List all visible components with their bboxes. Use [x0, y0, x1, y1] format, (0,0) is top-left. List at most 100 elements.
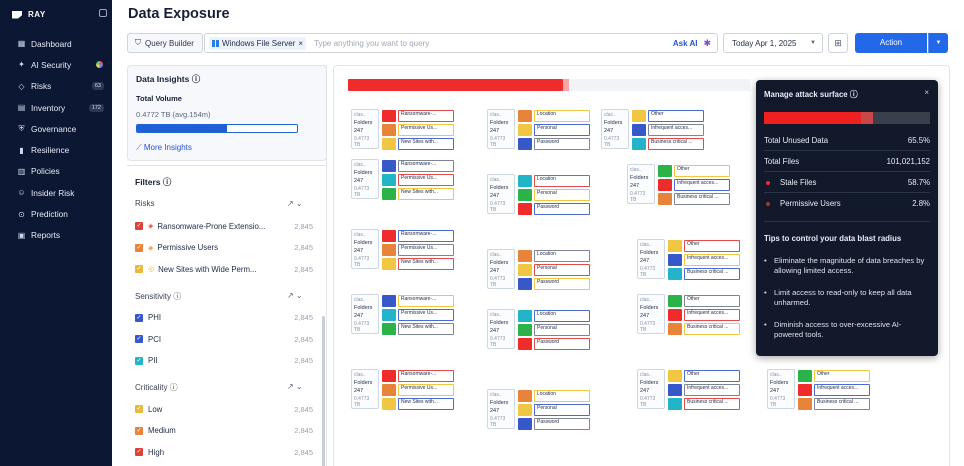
risk-tile[interactable] — [668, 398, 682, 410]
section-expand-controls[interactable]: ↗ ⌄ — [287, 290, 303, 300]
category-tag[interactable]: Location — [534, 250, 590, 262]
category-tag[interactable]: Permissive Us... — [398, 244, 454, 256]
category-tag[interactable]: New Sites with... — [398, 323, 454, 335]
category-tag[interactable]: Infrequent acces... — [684, 384, 740, 396]
collapse-sidebar-icon[interactable] — [99, 9, 107, 17]
category-tag[interactable]: Location — [534, 310, 590, 322]
checkbox[interactable]: ✓ — [135, 426, 143, 435]
category-tag[interactable]: Business critical ... — [648, 138, 704, 150]
category-tag[interactable]: Business critical ... — [674, 193, 730, 205]
risk-tile[interactable] — [798, 384, 812, 396]
sidebar-item-dashboard[interactable]: ▦ Dashboard — [0, 33, 112, 54]
risk-tile[interactable] — [632, 110, 646, 122]
risk-tile[interactable] — [518, 390, 532, 402]
category-tag[interactable]: Other — [684, 295, 740, 307]
source-chip[interactable]: Windows File Server × — [209, 36, 307, 50]
category-tag[interactable]: Permissive Us... — [398, 124, 454, 136]
folder-card[interactable]: clas.. Folders 247 0.4773 TB — [487, 109, 515, 149]
checkbox[interactable]: ✓ — [135, 356, 143, 365]
resource-cluster[interactable]: clas.. Folders 247 0.4773 TB Location Persona… — [484, 106, 614, 162]
sidebar-item-inventory[interactable]: ▤ Inventory 172 — [0, 97, 112, 118]
resource-cluster[interactable]: clas.. Folders 247 0.4773 TB Location Persona… — [484, 306, 614, 362]
section-expand-controls[interactable]: ↗ ⌄ — [287, 199, 303, 208]
risk-tile[interactable] — [382, 230, 396, 242]
ask-ai-button[interactable]: Ask AI — [672, 38, 698, 48]
category-tag[interactable]: Other — [814, 370, 870, 382]
checkbox[interactable]: ✓ — [135, 448, 143, 456]
risk-tile[interactable] — [382, 258, 396, 270]
resource-cluster[interactable]: clas.. Folders 247 0.4773 TB Other Infrequent… — [764, 366, 894, 422]
category-tag[interactable]: New Sites with... — [398, 398, 454, 410]
risk-tile[interactable] — [668, 254, 682, 266]
category-tag[interactable]: New Sites with... — [398, 188, 454, 200]
risk-tile[interactable] — [518, 418, 532, 430]
folder-card[interactable]: clas.. Folders 247 0.4773 TB — [637, 239, 665, 279]
filter-option[interactable]: ✓ PHI 2,845 — [135, 312, 313, 324]
category-tag[interactable]: Ransomware-... — [398, 110, 454, 122]
category-tag[interactable]: New Sites with... — [398, 258, 454, 270]
search-bar[interactable]: Windows File Server × Type anything you … — [204, 33, 718, 53]
folder-card[interactable]: clas.. Folders 247 0.4773 TB — [351, 159, 379, 199]
info-icon[interactable]: ⓘ — [167, 383, 178, 392]
category-tag[interactable]: Location — [534, 390, 590, 402]
risk-tile[interactable] — [382, 309, 396, 321]
checkbox[interactable]: ✓ — [135, 265, 143, 273]
category-tag[interactable]: New Sites with... — [398, 138, 454, 150]
close-icon[interactable]: × — [298, 38, 304, 48]
filter-option[interactable]: ✓ PCI 2,845 — [135, 333, 313, 345]
filter-option[interactable]: ✓ ◎ New Sites with Wide Perm... 2,845 — [135, 263, 313, 275]
info-icon[interactable]: ⓘ — [162, 177, 172, 187]
risk-tile[interactable] — [382, 323, 396, 335]
sparkle-icon[interactable]: ✱ — [703, 37, 711, 48]
risk-tile[interactable] — [518, 264, 532, 276]
resource-cluster[interactable]: clas.. Folders 247 0.4773 TB Other Infrequent… — [624, 161, 754, 217]
risk-tile[interactable] — [518, 338, 532, 350]
risk-tile[interactable] — [518, 324, 532, 336]
risk-tile[interactable] — [382, 398, 396, 410]
category-tag[interactable]: Infrequent acces... — [674, 179, 730, 191]
category-tag[interactable]: Infrequent acces... — [648, 124, 704, 136]
sidebar-item-risks[interactable]: ◇ Risks 63 — [0, 76, 112, 97]
category-tag[interactable]: Password — [534, 278, 590, 290]
folder-card[interactable]: clas.. Folders 247 0.4773 TB — [487, 309, 515, 349]
risk-tile[interactable] — [382, 384, 396, 396]
filters-scrollbar[interactable] — [322, 316, 325, 466]
category-tag[interactable]: Location — [534, 110, 590, 122]
action-dropdown-button[interactable]: ▼ — [928, 33, 948, 53]
filter-option[interactable]: ✓ ◈ Ransomware-Prone Extensio... 2,845 — [135, 220, 313, 232]
category-tag[interactable]: Infrequent acces... — [814, 384, 870, 396]
folder-card[interactable]: clas.. Folders 247 0.4773 TB — [627, 164, 655, 204]
risk-tile[interactable] — [382, 110, 396, 122]
category-tag[interactable]: Ransomware-... — [398, 160, 454, 172]
risk-tile[interactable] — [668, 240, 682, 252]
category-tag[interactable]: Password — [534, 418, 590, 430]
filter-option[interactable]: ✓ Low 2,845 — [135, 403, 313, 415]
filter-option[interactable]: ✓ PII 2,845 — [135, 355, 313, 367]
category-tag[interactable]: Ransomware-... — [398, 370, 454, 382]
risk-tile[interactable] — [668, 384, 682, 396]
risk-tile[interactable] — [382, 138, 396, 150]
resource-cluster[interactable]: clas.. Folders 247 0.4773 TB Other Infrequent… — [634, 291, 764, 347]
add-widget-button[interactable]: ⊞ — [828, 33, 848, 53]
category-tag[interactable]: Infrequent acces... — [684, 254, 740, 266]
filter-section-risks[interactable]: Risks — [135, 199, 155, 208]
category-tag[interactable]: Permissive Us... — [398, 309, 454, 321]
folder-card[interactable]: clas.. Folders 247 0.4773 TB — [351, 109, 379, 149]
risk-tile[interactable] — [518, 138, 532, 150]
risk-tile[interactable] — [518, 175, 532, 187]
resource-cluster[interactable]: clas.. Folders 247 0.4773 TB Other Infrequent… — [598, 106, 728, 162]
checkbox[interactable]: ✓ — [135, 313, 143, 322]
folder-card[interactable]: clas.. Folders 247 0.4773 TB — [767, 369, 795, 409]
category-tag[interactable]: Location — [534, 175, 590, 187]
risk-tile[interactable] — [518, 404, 532, 416]
filter-section-sensitivity[interactable]: Sensitivity ⓘ — [135, 291, 182, 301]
section-expand-controls[interactable]: ↗ ⌄ — [287, 382, 303, 391]
risk-tile[interactable] — [668, 268, 682, 280]
resource-cluster[interactable]: clas.. Folders 247 0.4773 TB Other Infrequent… — [634, 366, 764, 422]
risk-tile[interactable] — [668, 309, 682, 321]
risk-tile[interactable] — [518, 189, 532, 201]
risk-tile[interactable] — [382, 188, 396, 200]
risk-tile[interactable] — [518, 110, 532, 122]
info-icon[interactable]: ⓘ — [849, 90, 858, 99]
risk-tile[interactable] — [658, 165, 672, 177]
